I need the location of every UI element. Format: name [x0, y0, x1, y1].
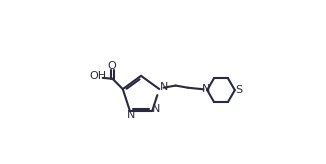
Text: S: S — [235, 85, 243, 95]
Text: N: N — [202, 84, 211, 94]
Text: OH: OH — [89, 71, 106, 81]
Text: O: O — [107, 61, 116, 71]
Text: N: N — [160, 82, 168, 92]
Text: N: N — [126, 110, 135, 120]
Text: N: N — [152, 104, 161, 114]
